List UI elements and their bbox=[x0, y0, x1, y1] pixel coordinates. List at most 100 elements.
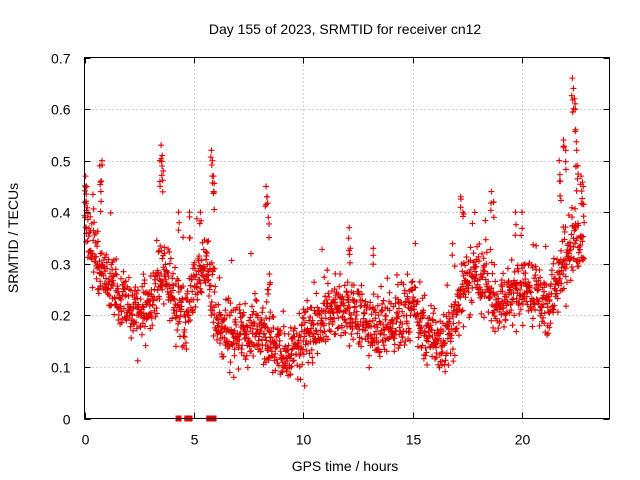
data-point bbox=[225, 295, 232, 302]
data-point bbox=[471, 209, 478, 216]
data-point bbox=[117, 303, 124, 310]
data-point bbox=[457, 196, 464, 203]
data-point bbox=[456, 332, 463, 339]
data-point bbox=[480, 255, 487, 262]
data-point bbox=[251, 290, 258, 297]
data-point bbox=[469, 220, 476, 227]
data-point bbox=[394, 281, 401, 288]
data-point bbox=[572, 100, 579, 107]
data-point bbox=[439, 348, 446, 355]
data-point bbox=[261, 330, 268, 337]
data-point bbox=[471, 278, 478, 285]
data-point bbox=[266, 271, 273, 278]
data-point bbox=[299, 346, 306, 353]
data-point bbox=[90, 269, 97, 276]
data-point bbox=[451, 303, 458, 310]
data-point bbox=[529, 315, 536, 322]
data-point bbox=[152, 280, 159, 287]
data-point bbox=[532, 272, 539, 279]
data-point bbox=[159, 255, 166, 262]
data-point bbox=[221, 315, 228, 322]
data-point bbox=[502, 317, 509, 324]
data-point bbox=[118, 296, 125, 303]
data-point bbox=[209, 307, 216, 314]
data-point bbox=[244, 324, 251, 331]
data-point bbox=[570, 267, 577, 274]
data-point bbox=[420, 312, 427, 319]
data-point bbox=[112, 266, 119, 273]
data-point bbox=[119, 281, 126, 288]
data-point bbox=[456, 293, 463, 300]
data-point bbox=[363, 306, 370, 313]
data-point bbox=[267, 344, 274, 351]
data-point bbox=[144, 314, 151, 321]
data-point bbox=[300, 351, 307, 358]
data-point bbox=[443, 313, 450, 320]
data-point bbox=[513, 328, 520, 335]
data-point bbox=[358, 343, 365, 350]
data-point bbox=[323, 296, 330, 303]
data-point bbox=[97, 179, 104, 186]
data-point bbox=[104, 286, 111, 293]
data-point bbox=[309, 317, 316, 324]
data-point bbox=[197, 209, 204, 216]
data-point bbox=[513, 295, 520, 302]
data-point bbox=[210, 173, 217, 180]
data-point bbox=[132, 299, 139, 306]
data-point bbox=[180, 283, 187, 290]
data-point bbox=[376, 349, 383, 356]
data-point bbox=[288, 363, 295, 370]
data-point bbox=[579, 201, 586, 208]
data-point bbox=[185, 312, 192, 319]
data-point bbox=[329, 318, 336, 325]
data-point bbox=[175, 301, 182, 308]
data-point bbox=[468, 299, 475, 306]
data-point bbox=[405, 325, 412, 332]
data-point bbox=[193, 284, 200, 291]
data-point bbox=[153, 237, 160, 244]
data-point bbox=[252, 296, 259, 303]
data-point bbox=[581, 219, 588, 226]
data-point bbox=[342, 329, 349, 336]
data-point bbox=[478, 250, 485, 257]
x-axis-label: GPS time / hours bbox=[292, 458, 399, 474]
data-point bbox=[373, 321, 380, 328]
data-point bbox=[562, 224, 569, 231]
data-point bbox=[499, 288, 506, 295]
data-point bbox=[407, 312, 414, 319]
data-point bbox=[169, 275, 176, 282]
data-point bbox=[265, 347, 272, 354]
data-point bbox=[134, 357, 141, 364]
data-points bbox=[81, 75, 588, 422]
data-point bbox=[180, 333, 187, 340]
data-point bbox=[394, 310, 401, 317]
data-point bbox=[241, 335, 248, 342]
data-point bbox=[178, 303, 185, 310]
data-point bbox=[546, 296, 553, 303]
data-point bbox=[434, 340, 441, 347]
data-point bbox=[577, 242, 584, 249]
data-point bbox=[400, 281, 407, 288]
data-point bbox=[267, 334, 274, 341]
data-point bbox=[198, 217, 205, 224]
data-point bbox=[413, 312, 420, 319]
data-point bbox=[210, 265, 217, 272]
data-point bbox=[465, 289, 472, 296]
data-point bbox=[568, 204, 575, 211]
data-point bbox=[504, 265, 511, 272]
data-point bbox=[459, 307, 466, 314]
data-point bbox=[166, 260, 173, 267]
data-point bbox=[263, 183, 270, 190]
data-point bbox=[176, 318, 183, 325]
data-point bbox=[401, 342, 408, 349]
data-point bbox=[280, 323, 287, 330]
data-point bbox=[231, 352, 238, 359]
data-point bbox=[208, 312, 215, 319]
data-point bbox=[470, 250, 477, 257]
data-point bbox=[374, 324, 381, 331]
data-point bbox=[301, 309, 308, 316]
data-point bbox=[169, 315, 176, 322]
data-point bbox=[307, 314, 314, 321]
data-point bbox=[243, 331, 250, 338]
data-point bbox=[414, 310, 421, 317]
